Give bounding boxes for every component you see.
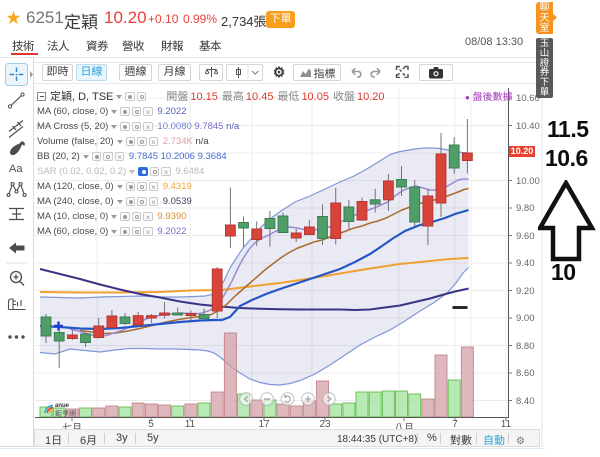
svg-text:Aa: Aa: [9, 163, 23, 175]
